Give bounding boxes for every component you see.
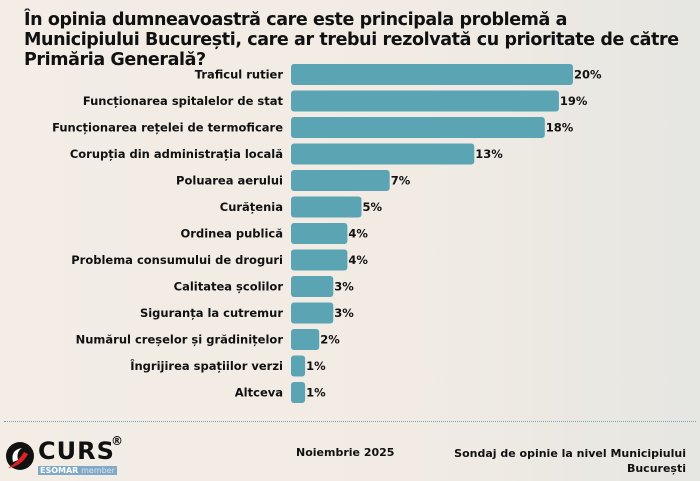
bar — [291, 117, 545, 138]
chart-title: În opinia dumneavoastră care este princi… — [24, 10, 679, 70]
category-label: Calitatea școlilor — [174, 280, 284, 294]
value-label: 13% — [475, 147, 503, 161]
esomar-member-text: member — [81, 466, 115, 475]
esomar-text: ESOMAR — [40, 466, 79, 475]
value-label: 1% — [306, 386, 326, 400]
footer-source: Sondaj de opinie la nivel Municipiului Bu… — [454, 446, 686, 476]
category-label: Ordinea publică — [181, 227, 283, 241]
category-label: Corupția din administrația locală — [70, 147, 283, 161]
bar — [291, 143, 475, 165]
bar — [291, 196, 362, 218]
category-label: Traficul rutier — [195, 68, 284, 82]
value-label: 4% — [348, 227, 368, 241]
value-label: 1% — [306, 359, 326, 373]
value-label: 3% — [334, 280, 354, 294]
bar — [291, 276, 334, 297]
curs-logo-icon — [6, 442, 34, 470]
value-label: 2% — [320, 333, 340, 347]
bar — [291, 302, 334, 324]
registered-mark: ® — [111, 434, 123, 448]
bar — [291, 355, 306, 377]
logo-text: CURS — [38, 437, 115, 465]
bar — [291, 90, 559, 112]
category-label: Funcționarea spitalelor de stat — [83, 94, 284, 108]
value-label: 5% — [363, 200, 383, 214]
category-label: Numărul creșelor și grădinițelor — [76, 333, 284, 347]
category-label: Poluarea aerului — [176, 174, 283, 188]
value-label: 19% — [560, 94, 588, 108]
category-label: Curățenia — [220, 200, 283, 214]
value-label: 7% — [391, 174, 411, 188]
bar — [291, 382, 306, 403]
bar — [291, 170, 390, 191]
divider — [4, 421, 696, 422]
footer-source-line2: București — [626, 462, 686, 475]
category-label: Problema consumului de droguri — [71, 253, 283, 267]
bar — [291, 249, 348, 271]
category-label: Funcționarea rețelei de termoficare — [52, 121, 283, 135]
category-label: Siguranța la cutremur — [140, 306, 283, 320]
footer-date: Noiembrie 2025 — [296, 446, 395, 459]
bar — [291, 64, 573, 85]
value-label: 3% — [334, 306, 354, 320]
value-label: 18% — [546, 121, 574, 135]
category-label: Altceva — [235, 386, 283, 400]
category-label: Îngrijirea spațiilor verzi — [130, 358, 283, 373]
value-label: 4% — [348, 253, 368, 267]
bar — [291, 329, 320, 350]
value-label: 20% — [574, 68, 602, 82]
bar-chart: Traficul rutier 20% Funcționarea spitalelo… — [52, 64, 602, 403]
bar — [291, 223, 348, 244]
footer-source-line1: Sondaj de opinie la nivel Municipiului — [454, 447, 686, 460]
esomar-badge: ESOMAR member — [38, 466, 117, 475]
